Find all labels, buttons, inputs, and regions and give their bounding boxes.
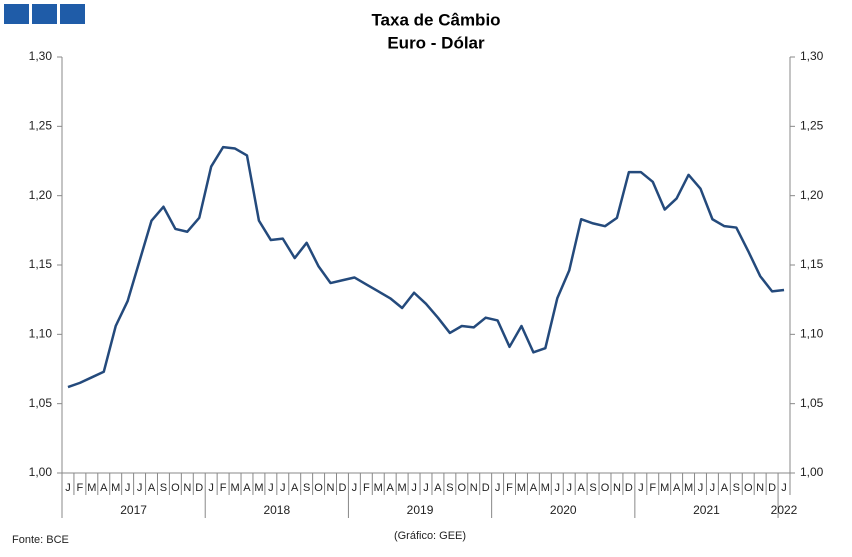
x-tick-label: J [352, 482, 358, 494]
x-tick-label: D [195, 482, 203, 494]
x-tick-label: O [458, 482, 467, 494]
x-tick-label: M [398, 482, 407, 494]
x-tick-label: F [363, 482, 370, 494]
x-tick-label: J [495, 482, 501, 494]
x-tick-label: A [387, 482, 395, 494]
x-tick-label: J [268, 482, 274, 494]
y-tick-label: 1,25 [29, 119, 53, 133]
y-tick-label: 1,30 [29, 49, 53, 63]
x-tick-label: A [530, 482, 538, 494]
y2-tick-label: 1,10 [800, 327, 824, 341]
x-tick-label: A [243, 482, 251, 494]
chart-subtitle: Euro - Dólar [387, 33, 485, 52]
x-tick-label: J [638, 482, 644, 494]
x-tick-label: F [77, 482, 84, 494]
x-tick-label: D [338, 482, 346, 494]
x-tick-label: J [698, 482, 704, 494]
y-tick-label: 1,15 [29, 257, 53, 271]
x-tick-label: N [613, 482, 621, 494]
x-tick-label: J [710, 482, 716, 494]
year-label: 2019 [407, 503, 434, 517]
x-tick-label: A [148, 482, 156, 494]
y2-tick-label: 1,05 [800, 396, 824, 410]
credit: (Gráfico: GEE) [394, 530, 466, 542]
year-label: 2020 [550, 503, 577, 517]
x-tick-label: A [577, 482, 585, 494]
x-tick-label: F [506, 482, 513, 494]
x-tick-label: D [768, 482, 776, 494]
x-tick-label: D [625, 482, 633, 494]
year-label: 2018 [263, 503, 290, 517]
year-label: 2017 [120, 503, 147, 517]
x-tick-label: J [423, 482, 429, 494]
x-tick-label: M [541, 482, 550, 494]
x-tick-label: N [470, 482, 478, 494]
y2-tick-label: 1,25 [800, 119, 824, 133]
x-tick-label: A [721, 482, 729, 494]
x-tick-label: O [601, 482, 610, 494]
x-tick-label: D [482, 482, 490, 494]
y2-tick-label: 1,15 [800, 257, 824, 271]
x-tick-label: M [111, 482, 120, 494]
x-tick-label: S [303, 482, 310, 494]
x-tick-label: O [171, 482, 180, 494]
x-tick-label: J [411, 482, 417, 494]
logo-block [60, 4, 85, 24]
x-tick-label: F [220, 482, 227, 494]
x-tick-label: M [374, 482, 383, 494]
x-tick-label: J [65, 482, 71, 494]
x-tick-label: J [280, 482, 286, 494]
y2-tick-label: 1,30 [800, 49, 824, 63]
x-tick-label: N [327, 482, 335, 494]
x-tick-label: M [230, 482, 239, 494]
x-tick-label: J [781, 482, 787, 494]
x-tick-label: N [183, 482, 191, 494]
x-tick-label: J [208, 482, 214, 494]
y2-tick-label: 1,00 [800, 465, 824, 479]
x-tick-label: A [434, 482, 442, 494]
x-tick-label: S [446, 482, 453, 494]
x-tick-label: A [673, 482, 681, 494]
series-line [67, 145, 785, 389]
y2-tick-label: 1,20 [800, 188, 824, 202]
x-tick-label: O [314, 482, 323, 494]
x-tick-label: J [137, 482, 143, 494]
year-label: 2021 [693, 503, 720, 517]
x-tick-label: S [589, 482, 596, 494]
x-tick-label: M [517, 482, 526, 494]
x-tick-label: A [291, 482, 299, 494]
x-tick-label: S [160, 482, 167, 494]
y-tick-label: 1,20 [29, 188, 53, 202]
chart-title: Taxa de Câmbio [371, 10, 500, 29]
x-tick-label: S [733, 482, 740, 494]
x-tick-label: F [649, 482, 656, 494]
x-tick-label: N [756, 482, 764, 494]
y-tick-label: 1,05 [29, 396, 53, 410]
x-tick-label: A [100, 482, 108, 494]
x-tick-label: M [254, 482, 263, 494]
y-tick-label: 1,00 [29, 465, 53, 479]
source: Fonte: BCE [12, 534, 69, 546]
x-tick-label: O [744, 482, 753, 494]
x-tick-label: M [684, 482, 693, 494]
y-tick-label: 1,10 [29, 327, 53, 341]
x-tick-label: M [660, 482, 669, 494]
logo-block [32, 4, 57, 24]
logo-block [4, 4, 29, 24]
year-label: 2022 [771, 503, 798, 517]
x-tick-label: M [87, 482, 96, 494]
x-tick-label: J [555, 482, 561, 494]
x-tick-label: J [566, 482, 572, 494]
x-tick-label: J [125, 482, 131, 494]
